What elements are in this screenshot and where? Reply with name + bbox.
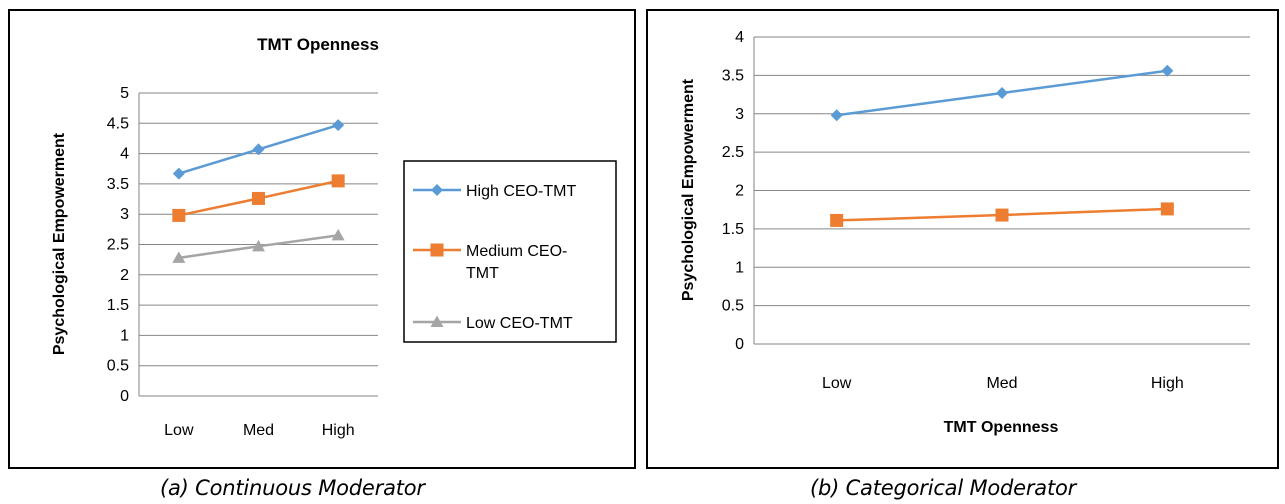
legend-label-low: Low CEO-TMT: [466, 315, 573, 332]
y-tick-label: 0: [120, 388, 129, 405]
data-point-medium: [995, 208, 1009, 222]
data-point-high: [1161, 64, 1174, 77]
data-point-high: [172, 167, 185, 180]
caption-continuous-moderator: (a) Continuous Moderator: [160, 476, 425, 500]
y-tick-label: 2.5: [722, 144, 744, 161]
data-point-medium: [252, 191, 265, 205]
chart-b-y-axis-title: Psychological Empowerment: [680, 78, 697, 301]
y-tick-label: 4.5: [107, 115, 129, 132]
y-tick-label: 3: [120, 206, 129, 223]
caption-categorical-moderator: (b) Categorical Moderator: [810, 476, 1077, 500]
legend-items: High CEO-TMT Medium CEO- TMT Low CEO-TMT: [413, 183, 576, 332]
y-tick-label: 4: [120, 146, 129, 163]
y-tick-label: 1.5: [722, 221, 744, 238]
chart-a-legend: High CEO-TMT Medium CEO- TMT Low CEO-TMT: [403, 160, 617, 343]
data-point-low: [172, 251, 186, 263]
x-tick-label-med: Med: [243, 422, 274, 439]
legend-label-medium: TMT: [466, 265, 499, 282]
y-tick-label: 4: [735, 29, 744, 46]
y-tick-label: 2: [735, 183, 744, 200]
y-tick-label: 3: [735, 106, 744, 123]
data-point-high: [996, 87, 1008, 100]
y-tick-label: 2.5: [107, 237, 129, 254]
data-point-high: [830, 109, 843, 122]
chart-a: TMT Openness Psychological Empowerment 0…: [51, 35, 617, 439]
y-tick-label: 0.5: [722, 298, 744, 315]
chart-a-y-axis-title: Psychological Empowerment: [51, 132, 68, 355]
data-point-medium: [172, 208, 186, 222]
y-tick-label: 5: [120, 85, 129, 102]
chart-a-x-ticks: Low Med High: [164, 422, 354, 439]
x-tick-label-low: Low: [164, 422, 194, 439]
x-tick-label-med: Med: [986, 375, 1017, 392]
x-tick-label-high: High: [1151, 375, 1184, 392]
y-tick-label: 1: [735, 259, 744, 276]
data-point-medium: [830, 213, 844, 227]
legend-marker-high: [431, 184, 443, 196]
legend-marker-medium: [430, 243, 444, 257]
legend-label-high: High CEO-TMT: [466, 183, 576, 200]
y-tick-label: 1.5: [107, 297, 129, 314]
data-point-low: [252, 239, 265, 252]
chart-a-title: TMT Openness: [257, 35, 379, 54]
data-point-low: [331, 228, 345, 241]
chart-a-series: [172, 119, 345, 263]
data-point-medium: [1160, 202, 1174, 216]
chart-b: Psychological Empowerment TMT Openness 0…: [680, 29, 1250, 436]
chart-b-gridlines: [753, 36, 1250, 345]
legend-marker-low: [430, 315, 444, 327]
data-point-medium: [331, 174, 345, 188]
y-tick-label: 0.5: [107, 358, 129, 375]
chart-a-y-ticks: 0 0.5 1 1.5 2 2.5 3 3.5 4 4.5 5: [107, 85, 129, 405]
y-tick-label: 2: [120, 267, 129, 284]
legend-label-medium: Medium CEO-: [466, 243, 567, 260]
y-tick-label: 1: [120, 327, 129, 344]
chart-b-series: [830, 64, 1174, 227]
chart-b-x-axis-title: TMT Openness: [944, 419, 1059, 436]
y-tick-label: 3.5: [722, 67, 744, 84]
chart-b-y-ticks: 0 0.5 1 1.5 2 2.5 3 3.5 4: [722, 29, 744, 353]
x-tick-label-low: Low: [822, 375, 852, 392]
y-tick-label: 0: [735, 336, 744, 353]
chart-b-x-ticks: Low Med High: [822, 375, 1184, 392]
chart-b-frame: [646, 9, 1279, 469]
y-tick-label: 3.5: [107, 176, 129, 193]
data-point-high: [332, 119, 345, 132]
x-tick-label-high: High: [322, 422, 355, 439]
data-point-high: [252, 143, 265, 156]
